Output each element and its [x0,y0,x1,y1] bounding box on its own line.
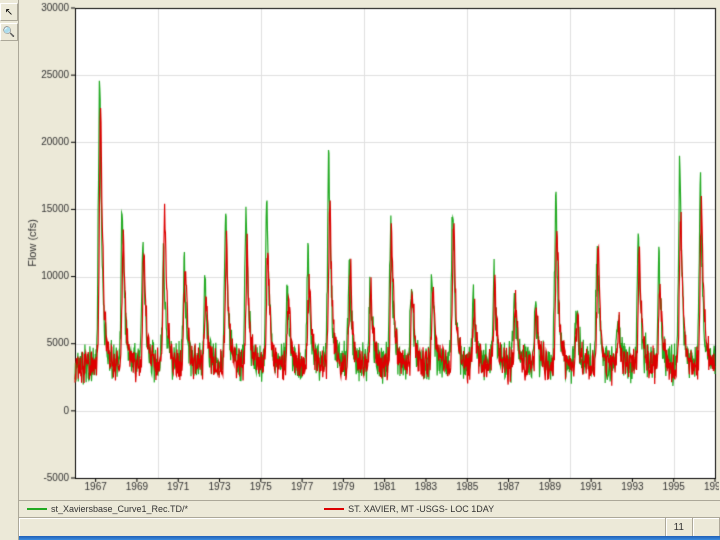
chart-area[interactable] [19,0,720,500]
legend-swatch-1 [27,508,47,510]
pointer-tool-button[interactable]: ↖ [0,3,18,21]
legend-item-series-2[interactable]: ST. XAVIER, MT -USGS- LOC 1DAY [316,504,502,514]
zoom-icon: 🔍 [3,27,15,38]
legend-label-2: ST. XAVIER, MT -USGS- LOC 1DAY [348,504,494,514]
legend-swatch-2 [324,508,344,510]
status-segment-end [693,518,720,536]
legend-bar: st_Xaviersbase_Curve1_Rec.TD/* ST. XAVIE… [19,500,720,517]
status-value: 11 [674,522,684,533]
status-segment-value: 11 [666,518,693,536]
main-panel: st_Xaviersbase_Curve1_Rec.TD/* ST. XAVIE… [19,0,720,540]
pointer-icon: ↖ [5,7,13,18]
app-window: ↖ 🔍 st_Xaviersbase_Curve1_Rec.TD/* ST. X… [0,0,720,540]
flow-timeseries-chart [19,0,719,498]
legend-item-series-1[interactable]: st_Xaviersbase_Curve1_Rec.TD/* [19,504,196,514]
taskbar-sliver [19,536,720,540]
status-segment-left [19,518,666,536]
side-toolbar: ↖ 🔍 [0,0,19,540]
zoom-tool-button[interactable]: 🔍 [0,23,18,41]
legend-label-1: st_Xaviersbase_Curve1_Rec.TD/* [51,504,188,514]
status-bar: 11 [19,517,720,536]
